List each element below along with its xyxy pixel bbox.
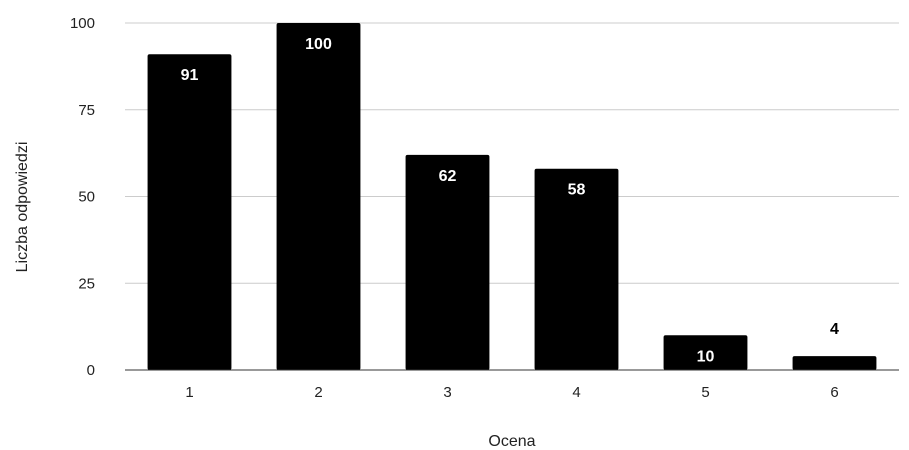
bar	[405, 154, 490, 370]
data-label: 100	[305, 36, 332, 53]
data-label: 62	[439, 168, 457, 185]
bar	[663, 335, 748, 370]
y-axis-ticks: 0 25 50 75 100	[70, 15, 95, 379]
data-label: 91	[181, 67, 199, 84]
bar	[534, 168, 619, 370]
data-label: 58	[568, 182, 586, 199]
bars: 91 100 62 58 10 4	[147, 23, 877, 370]
x-axis-ticks: 1 2 3 4 5 6	[185, 384, 838, 401]
y-tick-label: 50	[78, 189, 95, 206]
y-axis-title: Liczba odpowiedzi	[14, 142, 31, 273]
bar	[276, 23, 361, 370]
x-tick-label: 2	[314, 384, 322, 401]
x-axis-title: Ocena	[488, 433, 535, 450]
x-tick-label: 1	[185, 384, 193, 401]
x-tick-label: 5	[701, 384, 709, 401]
y-tick-label: 100	[70, 15, 95, 32]
x-tick-label: 3	[443, 384, 451, 401]
y-tick-label: 75	[78, 102, 95, 119]
bar	[792, 356, 877, 370]
x-tick-label: 6	[830, 384, 838, 401]
gridlines	[125, 22, 899, 284]
y-tick-label: 0	[87, 362, 95, 379]
data-label: 10	[697, 348, 715, 365]
x-tick-label: 4	[572, 384, 580, 401]
bar	[147, 54, 232, 370]
y-tick-label: 25	[78, 275, 95, 292]
data-label: 4	[830, 321, 839, 338]
